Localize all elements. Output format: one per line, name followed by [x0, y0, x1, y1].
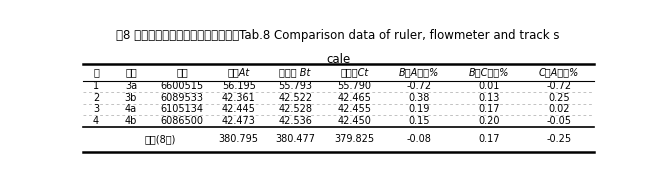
- Text: 检尺At: 检尺At: [228, 67, 249, 77]
- Text: 0.19: 0.19: [409, 104, 430, 114]
- Text: 42.528: 42.528: [278, 104, 312, 114]
- Text: 0.17: 0.17: [478, 134, 500, 144]
- Text: 3a: 3a: [125, 81, 137, 91]
- Text: 4b: 4b: [125, 116, 137, 126]
- Text: B比A差率%: B比A差率%: [399, 67, 439, 77]
- Text: 55.790: 55.790: [337, 81, 372, 91]
- Text: 合计(8车): 合计(8车): [145, 134, 176, 144]
- Text: 42.522: 42.522: [278, 93, 312, 103]
- Text: 42.455: 42.455: [337, 104, 372, 114]
- Text: 1: 1: [93, 81, 99, 91]
- Text: 测位: 测位: [125, 67, 137, 77]
- Text: -0.72: -0.72: [407, 81, 432, 91]
- Text: 42.473: 42.473: [222, 116, 255, 126]
- Text: 42.450: 42.450: [337, 116, 372, 126]
- Text: 序: 序: [93, 67, 99, 77]
- Text: 车号: 车号: [176, 67, 188, 77]
- Text: 42.536: 42.536: [279, 116, 312, 126]
- Text: 0.38: 0.38: [409, 93, 430, 103]
- Text: 6105134: 6105134: [160, 104, 203, 114]
- Text: B比C差率%: B比C差率%: [469, 67, 510, 77]
- Text: 表8 检尺、流量计、轨道衡的比对数据Tab.8 Comparison data of ruler, flowmeter and track s: 表8 检尺、流量计、轨道衡的比对数据Tab.8 Comparison data …: [117, 29, 560, 42]
- Text: 380.477: 380.477: [275, 134, 315, 144]
- Text: -0.08: -0.08: [407, 134, 432, 144]
- Text: 42.445: 42.445: [222, 104, 255, 114]
- Text: 4a: 4a: [125, 104, 137, 114]
- Text: -0.25: -0.25: [546, 134, 572, 144]
- Text: 3b: 3b: [125, 93, 137, 103]
- Text: 0.17: 0.17: [478, 104, 500, 114]
- Text: 0.13: 0.13: [478, 93, 500, 103]
- Text: 流量计 Bt: 流量计 Bt: [279, 67, 311, 77]
- Text: 6086500: 6086500: [160, 116, 203, 126]
- Text: 6089533: 6089533: [160, 93, 203, 103]
- Text: 0.01: 0.01: [478, 81, 500, 91]
- Text: 42.465: 42.465: [337, 93, 372, 103]
- Text: 6600515: 6600515: [160, 81, 204, 91]
- Text: 0.15: 0.15: [409, 116, 430, 126]
- Text: 380.795: 380.795: [218, 134, 259, 144]
- Text: -0.72: -0.72: [546, 81, 572, 91]
- Text: 轨道衡Ct: 轨道衡Ct: [341, 67, 368, 77]
- Text: 42.361: 42.361: [222, 93, 255, 103]
- Text: 0.25: 0.25: [548, 93, 570, 103]
- Text: 3: 3: [93, 104, 99, 114]
- Text: 0.20: 0.20: [478, 116, 500, 126]
- Text: C比A差率%: C比A差率%: [539, 67, 579, 77]
- Text: -0.05: -0.05: [546, 116, 572, 126]
- Text: 56.195: 56.195: [222, 81, 255, 91]
- Text: 4: 4: [93, 116, 99, 126]
- Text: cale: cale: [326, 53, 350, 66]
- Text: 0.02: 0.02: [548, 104, 570, 114]
- Text: 2: 2: [93, 93, 99, 103]
- Text: 379.825: 379.825: [335, 134, 374, 144]
- Text: 55.793: 55.793: [278, 81, 312, 91]
